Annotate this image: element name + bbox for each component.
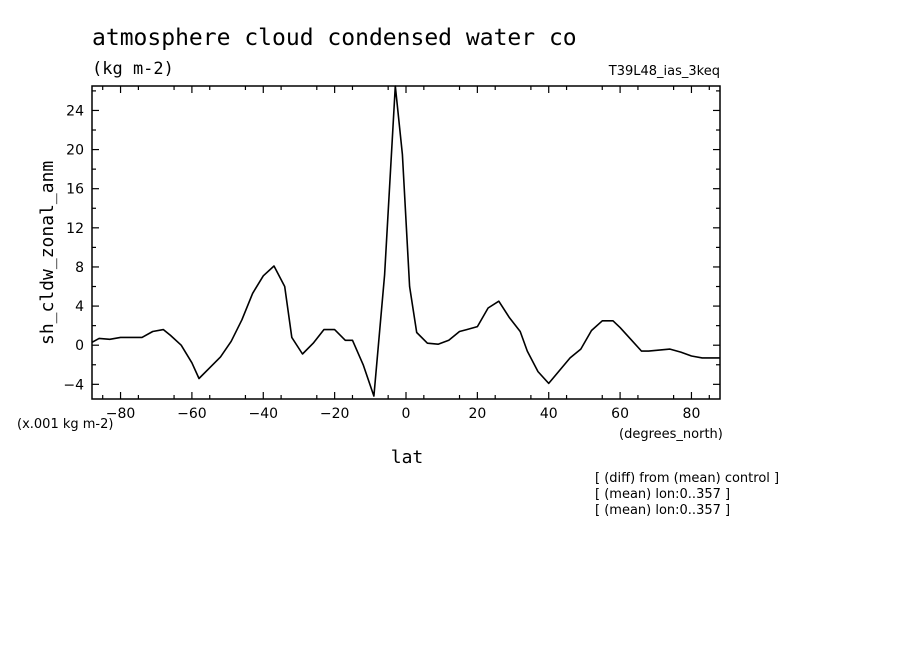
y-tick-label: 8 <box>75 260 84 276</box>
x-tick-label: −40 <box>248 406 278 422</box>
y-tick-label: 0 <box>75 338 84 354</box>
chart-title: atmosphere cloud condensed water co <box>92 25 577 51</box>
note-line-2: [ (mean) lon:0..357 ] <box>595 487 730 502</box>
x-tick-label: −60 <box>177 406 207 422</box>
y-tick-label: 24 <box>66 103 84 119</box>
y-tick-label: 16 <box>66 182 84 198</box>
x-tick-label: −80 <box>106 406 136 422</box>
y-axis-label: sh_cldw_zonal_anm <box>37 161 58 345</box>
x-tick-label: −20 <box>320 406 350 422</box>
y-tick-label: 4 <box>75 299 84 315</box>
experiment-label: T39L48_ias_3keq <box>608 64 720 79</box>
x-tick-label: 0 <box>402 406 411 422</box>
x-tick-label: 60 <box>611 406 629 422</box>
y-tick-label: −4 <box>63 377 84 393</box>
y-tick-label: 20 <box>66 143 84 159</box>
x-tick-label: 80 <box>683 406 701 422</box>
plot-frame <box>91 85 721 400</box>
x-units-label: (degrees_north) <box>619 427 723 442</box>
y-scale-note: (x.001 kg m-2) <box>17 417 113 432</box>
x-tick-label: 20 <box>468 406 486 422</box>
chart-units: (kg m-2) <box>92 59 174 79</box>
x-axis-label: lat <box>391 447 424 468</box>
series-line <box>91 85 720 397</box>
x-tick-label: 40 <box>540 406 558 422</box>
y-tick-label: 12 <box>66 221 84 237</box>
note-line-3: [ (mean) lon:0..357 ] <box>595 503 730 518</box>
note-line-1: [ (diff) from (mean) control ] <box>595 471 779 486</box>
ticks-layer <box>92 86 720 399</box>
